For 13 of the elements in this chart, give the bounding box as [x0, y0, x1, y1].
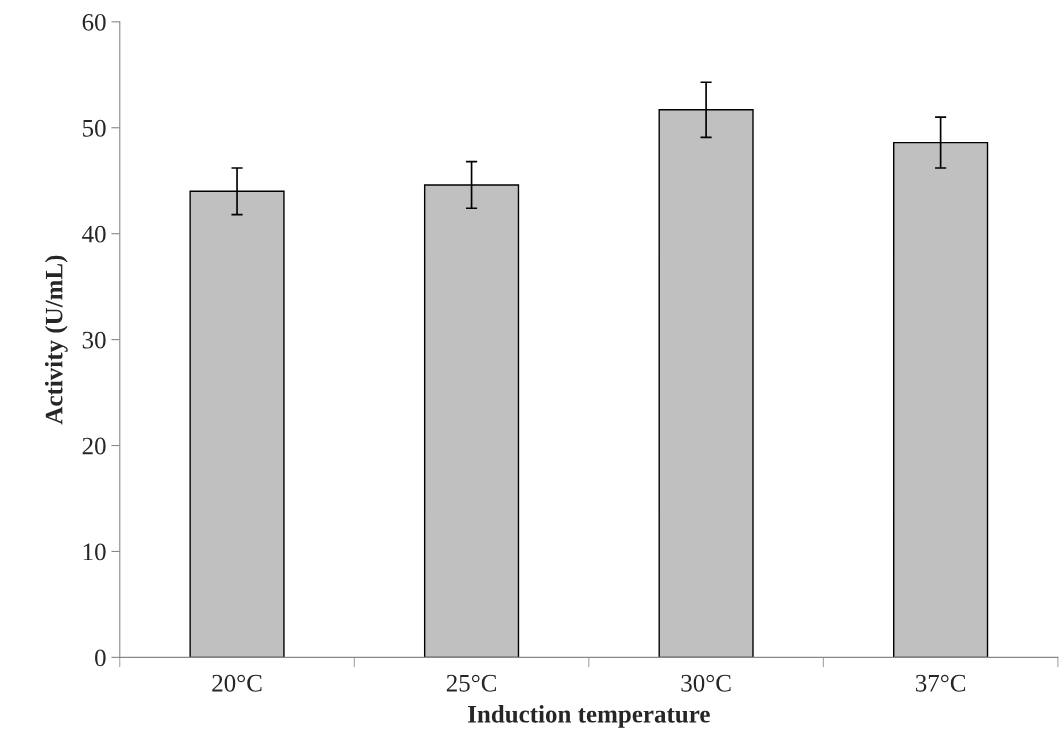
x-tick-label: 37°C: [915, 674, 966, 692]
x-tick-label: 30°C: [681, 674, 731, 692]
y-tick-label: 30: [82, 331, 106, 349]
x-tick-label: 20°C: [212, 674, 262, 692]
y-axis-title: Activity (U/mL): [44, 255, 68, 425]
x-tick-label: 25°C: [446, 674, 497, 692]
y-tick-label: 20: [82, 437, 106, 455]
y-tick-label: 40: [82, 225, 106, 243]
y-tick-label: 0: [95, 649, 106, 667]
y-tick-label: 60: [82, 13, 106, 31]
y-tick-label: 10: [83, 543, 106, 561]
x-axis-title: Induction temperature: [468, 705, 710, 728]
y-tick-label: 50: [83, 119, 106, 137]
